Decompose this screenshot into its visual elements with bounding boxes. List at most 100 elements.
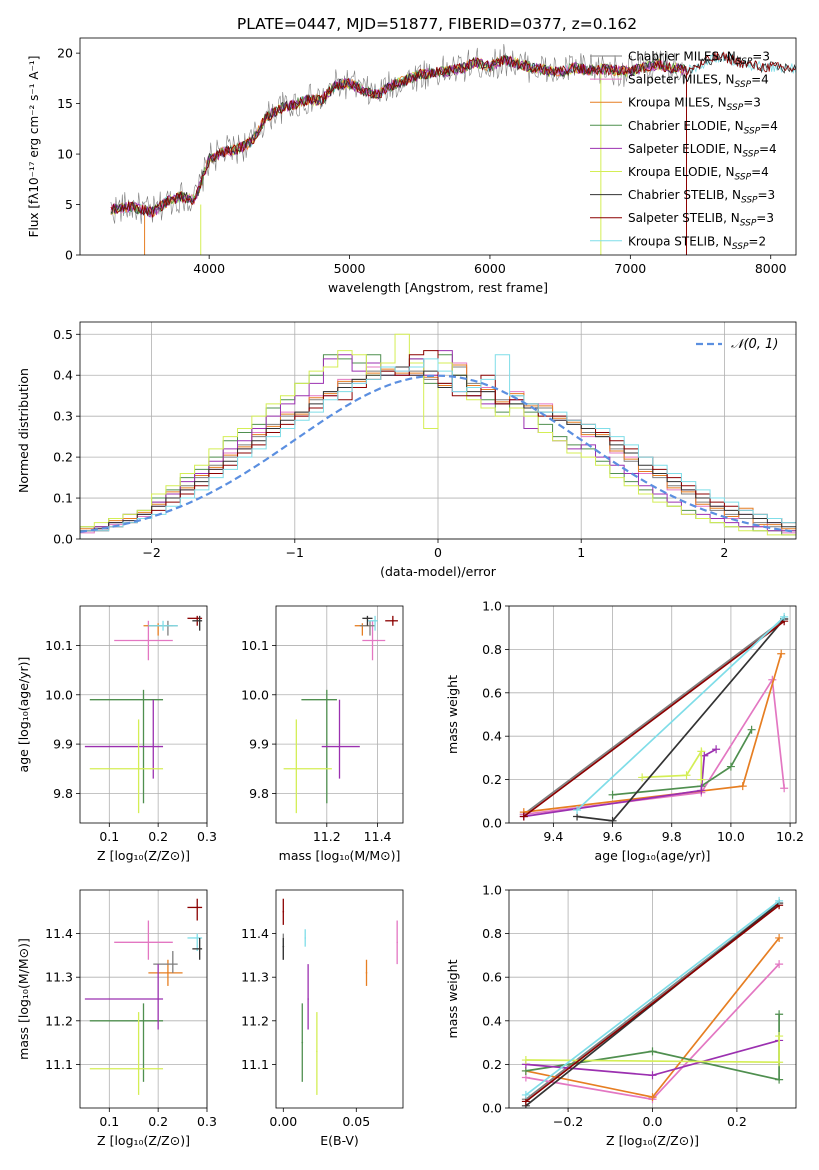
weight-marker: [697, 747, 706, 756]
y-tick-label: 0.2: [53, 450, 73, 465]
legend-label-main: Kroupa STELIB, N: [628, 234, 732, 248]
axes-frame: [508, 605, 797, 824]
weight-marker: [738, 782, 747, 791]
weight-marker: [682, 771, 691, 780]
plot-area: [283, 615, 398, 814]
data-point: [366, 617, 369, 620]
legend-label-sub: SSP: [741, 196, 758, 206]
y-tick-label: 5: [65, 197, 73, 212]
y-tick-label: 11.3: [241, 970, 269, 985]
data-point: [392, 619, 394, 622]
y-tick-label: 1.0: [482, 599, 502, 614]
x-tick-label: 11.2: [313, 829, 341, 844]
x-tick-label: 0.2: [148, 1114, 168, 1129]
y-tick-label: 10.0: [45, 687, 73, 702]
data-point: [196, 617, 199, 620]
y-tick-label: 0.8: [482, 642, 502, 657]
legend-label-main: Chabrier MILES, N: [628, 50, 736, 64]
legend-label-sub: SSP: [744, 126, 761, 136]
y-tick-label: 11.2: [241, 1013, 269, 1028]
x-tick-label: 0.3: [197, 829, 217, 844]
legend-label-sub: SSP: [735, 80, 752, 90]
x-tick-label: 0.3: [197, 1114, 217, 1129]
y-tick-label: 10.1: [241, 638, 269, 653]
plot-area: [110, 43, 796, 255]
x-tick-label: −2: [142, 545, 160, 560]
legend-label-tail: =4: [759, 142, 777, 156]
x-axis-label: Z [log₁₀(Z/Z⊙)]: [97, 848, 190, 863]
data-point: [371, 639, 374, 642]
y-tick-label: 0.4: [53, 368, 73, 383]
panel-mass_vs_EBV: 0.00 0.05 11.1 11.2 11.3 11.4 E(B-V): [241, 889, 404, 1148]
legend-label: Salpeter ELODIE, NSSP=4: [628, 142, 777, 160]
legend-label-sub: SSP: [727, 103, 744, 113]
y-tick-label: 0: [65, 248, 73, 263]
weight-marker: [521, 1056, 530, 1065]
legend-label-tail: =3: [756, 211, 774, 225]
axes-frame: [79, 321, 797, 540]
y-tick-label: 0.2: [482, 1057, 502, 1072]
y-tick-label: 20: [57, 46, 73, 61]
axes-frame: [79, 605, 208, 824]
axes-frame: [79, 889, 208, 1109]
x-tick-label: 2: [720, 545, 728, 560]
legend-label-main: Chabrier STELIB, N: [628, 188, 741, 202]
x-tick-label: 0.00: [269, 1114, 297, 1129]
weight-marker: [777, 649, 786, 658]
x-tick-label: 9.4: [543, 829, 563, 844]
data-point: [374, 619, 376, 622]
x-tick-label: 7000: [614, 261, 646, 276]
data-point: [369, 624, 371, 627]
y-tick-label: 15: [57, 96, 73, 111]
weight-marker: [573, 805, 582, 814]
data-point: [304, 937, 306, 939]
legend-label-sub: SSP: [732, 242, 749, 252]
figure-title: PLATE=0447, MJD=51877, FIBERID=0377, z=0…: [237, 15, 637, 33]
legend-label-tail: =3: [758, 188, 776, 202]
legend-label-tail: =4: [751, 165, 769, 179]
panel-mw_vs_age: 9.4 9.6 9.8 10.0 10.2 0.0 0.2 0.4 0.6 0.8 1.0 age […: [445, 599, 804, 864]
legend-label-main: Chabrier ELODIE, N: [628, 119, 744, 133]
x-tick-label: 8000: [755, 261, 787, 276]
legend-label-main: Kroupa ELODIE, N: [628, 165, 735, 179]
data-point: [137, 1067, 140, 1070]
x-tick-label: 11.4: [364, 829, 392, 844]
y-axis-label: mass weight: [445, 959, 460, 1038]
data-point: [316, 1050, 318, 1053]
weight-line: [523, 748, 717, 818]
legend-label-tail: =3: [752, 50, 770, 64]
y-tick-label: 0.6: [482, 685, 502, 700]
legend-label-main: Kroupa MILES, N: [628, 96, 727, 110]
x-tick-label: 0.2: [148, 829, 168, 844]
data-point: [157, 998, 159, 1000]
data-point: [365, 972, 368, 974]
legend-label-sub: SSP: [735, 173, 752, 183]
y-tick-label: 11.2: [45, 1013, 73, 1028]
y-tick-label: 10: [57, 147, 73, 162]
weight-marker: [648, 1093, 657, 1102]
weight-line: [523, 677, 786, 816]
plot-area: [84, 898, 203, 1095]
panel-age_vs_Z: 0.1 0.2 0.3 9.8 9.9 10.0 10.1 Z [log₁₀(Z/Z⊙)] ag…: [16, 605, 217, 863]
x-tick-label: −0.2: [553, 1114, 583, 1129]
x-axis-label: Z [log₁₀(Z/Z⊙)]: [97, 1133, 190, 1148]
data-point: [295, 767, 298, 770]
weight-line: [612, 729, 753, 796]
y-axis-label: Normed distribution: [16, 368, 31, 493]
weight-marker: [697, 786, 706, 795]
weight-line: [525, 900, 780, 1096]
panel-mw_vs_Z: −0.2 0.0 0.2 0.0 0.2 0.4 0.6 0.8 1.0 Z [log₁₀(Z/Z…: [445, 883, 797, 1148]
data-point: [147, 639, 150, 642]
panel-mass_vs_Z: 0.1 0.2 0.3 11.1 11.2 11.3 11.4 Z [log₁₀(Z/Z⊙)]…: [16, 889, 217, 1148]
y-tick-label: 9.8: [249, 786, 269, 801]
y-tick-label: 0.2: [482, 772, 502, 787]
gaussian-curve: [80, 374, 796, 533]
y-tick-label: 0.4: [482, 729, 502, 744]
data-point: [152, 745, 155, 748]
plot-area: [519, 612, 789, 823]
x-tick-label: 0.0: [643, 1114, 663, 1129]
weight-marker: [519, 812, 528, 821]
panel-spectrum: 4000 5000 6000 7000 8000 0 5 10 15 20 wavelength […: [27, 37, 797, 295]
spectrum-line: [110, 51, 796, 218]
